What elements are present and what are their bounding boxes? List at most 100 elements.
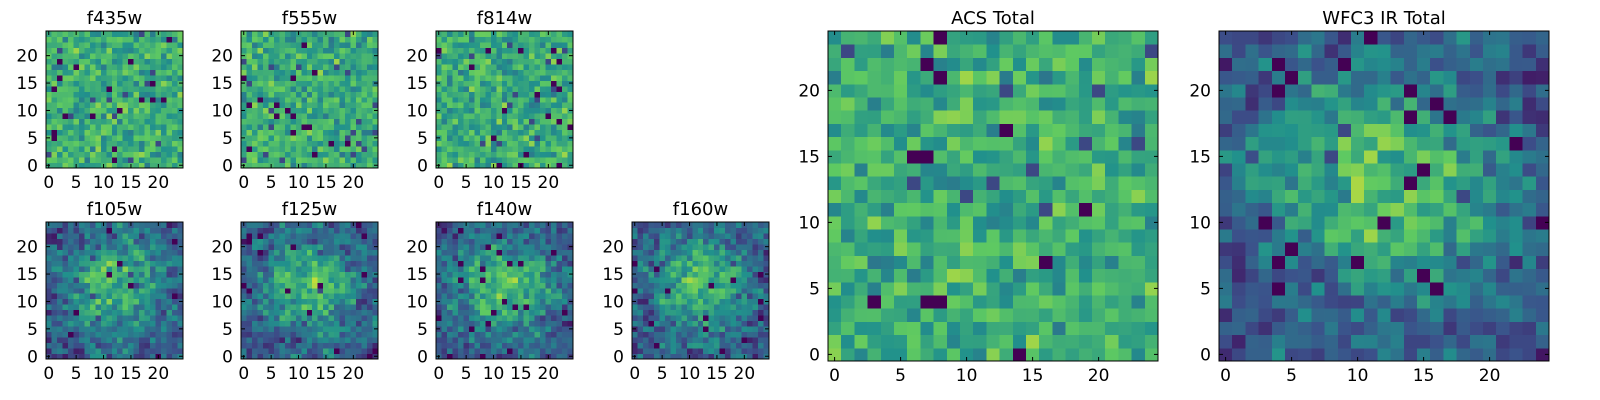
- heatmap-cell: [166, 342, 173, 349]
- heatmap-cell: [507, 107, 514, 114]
- heatmap-cell: [317, 74, 324, 81]
- heatmap-cell: [328, 124, 335, 131]
- heatmap-cell: [177, 157, 184, 164]
- heatmap-cell: [562, 80, 569, 87]
- heatmap-cell: [763, 265, 770, 272]
- heatmap-cell: [501, 113, 508, 120]
- heatmap-cell: [632, 254, 638, 261]
- heatmap-cell: [632, 331, 638, 338]
- heatmap-cell: [479, 331, 486, 338]
- heatmap-cell: [312, 309, 319, 316]
- heatmap-cell: [290, 113, 297, 120]
- heatmap-cell: [290, 31, 297, 37]
- heatmap-cell: [306, 63, 313, 70]
- heatmap-cell: [295, 140, 302, 147]
- heatmap-cell: [67, 124, 74, 131]
- heatmap-cell: [714, 315, 721, 322]
- x-tick-label: 0: [43, 364, 54, 384]
- heatmap-cell: [501, 222, 508, 228]
- heatmap-cell: [95, 146, 102, 153]
- heatmap-cell: [632, 342, 638, 349]
- heatmap-cell: [350, 326, 357, 333]
- heatmap-cell: [84, 96, 91, 103]
- heatmap-cell: [648, 287, 655, 294]
- heatmap-cell: [446, 298, 453, 305]
- heatmap-cell: [747, 243, 754, 250]
- heatmap-cell: [653, 315, 660, 322]
- heatmap-cell: [122, 293, 129, 300]
- heatmap-cell: [122, 309, 129, 316]
- heatmap-cell: [468, 47, 475, 54]
- heatmap-cell: [697, 298, 704, 305]
- heatmap-cell: [697, 353, 704, 360]
- heatmap-cell: [670, 287, 677, 294]
- heatmap-cell: [507, 80, 514, 87]
- heatmap-cell: [496, 80, 503, 87]
- heatmap-cell: [372, 342, 379, 349]
- heatmap-cell: [284, 140, 291, 147]
- heatmap-cell: [648, 227, 655, 234]
- heatmap-cell: [681, 227, 688, 234]
- heatmap-cell: [246, 118, 253, 125]
- heatmap-cell: [518, 63, 525, 70]
- heatmap-cell: [367, 118, 374, 125]
- heatmap-cell: [452, 243, 459, 250]
- heatmap-cell: [562, 348, 569, 355]
- heatmap-cell: [279, 238, 286, 245]
- heatmap-cell: [960, 215, 974, 230]
- heatmap-cell: [441, 36, 448, 43]
- heatmap-cell: [973, 321, 987, 336]
- heatmap-cell: [692, 232, 699, 239]
- heatmap-cell: [328, 85, 335, 92]
- heatmap-cell: [78, 74, 85, 81]
- heatmap-cell: [328, 326, 335, 333]
- heatmap-cell: [479, 276, 486, 283]
- heatmap-cell: [507, 337, 514, 344]
- y-tick-label: 10: [16, 101, 38, 121]
- y-tick-label: 20: [16, 47, 38, 67]
- heatmap-cell: [436, 337, 442, 344]
- heatmap-cell: [284, 151, 291, 158]
- heatmap-cell: [441, 265, 448, 272]
- heatmap-cell: [177, 287, 184, 294]
- heatmap-cell: [301, 36, 308, 43]
- heatmap-cell: [84, 129, 91, 136]
- heatmap-cell: [117, 249, 124, 256]
- heatmap-cell: [361, 129, 368, 136]
- heatmap-cell: [372, 129, 379, 136]
- heatmap-cell: [46, 58, 52, 65]
- heatmap-cell: [828, 242, 842, 256]
- heatmap-cell: [268, 85, 275, 92]
- heatmap-cell: [73, 282, 80, 289]
- heatmap-cell: [161, 85, 168, 92]
- heatmap-cell: [262, 80, 269, 87]
- heatmap-cell: [128, 124, 135, 131]
- heatmap-cell: [106, 31, 113, 37]
- heatmap-cell: [89, 320, 96, 327]
- heatmap-cell: [334, 304, 341, 311]
- heatmap-cell: [372, 309, 379, 316]
- heatmap-cell: [692, 249, 699, 256]
- heatmap-cell: [133, 309, 140, 316]
- heatmap-cell: [681, 260, 688, 267]
- heatmap-cell: [73, 47, 80, 54]
- heatmap-cell: [496, 58, 503, 65]
- heatmap-cell: [741, 298, 748, 305]
- x-tick-label: 20: [148, 173, 170, 193]
- heatmap-cell: [551, 249, 558, 256]
- heatmap-cell: [117, 265, 124, 272]
- heatmap-cell: [763, 222, 770, 228]
- heatmap-cell: [474, 58, 481, 65]
- heatmap-cell: [150, 342, 157, 349]
- heatmap-cell: [133, 315, 140, 322]
- heatmap-cell: [95, 151, 102, 158]
- heatmap-cell: [301, 80, 308, 87]
- heatmap-cell: [496, 353, 503, 360]
- heatmap-cell: [117, 58, 124, 65]
- heatmap-cell: [474, 331, 481, 338]
- heatmap-cell: [659, 320, 666, 327]
- heatmap-cell: [67, 74, 74, 81]
- heatmap-cell: [67, 85, 74, 92]
- heatmap-cell: [653, 304, 660, 311]
- heatmap-cell: [273, 74, 280, 81]
